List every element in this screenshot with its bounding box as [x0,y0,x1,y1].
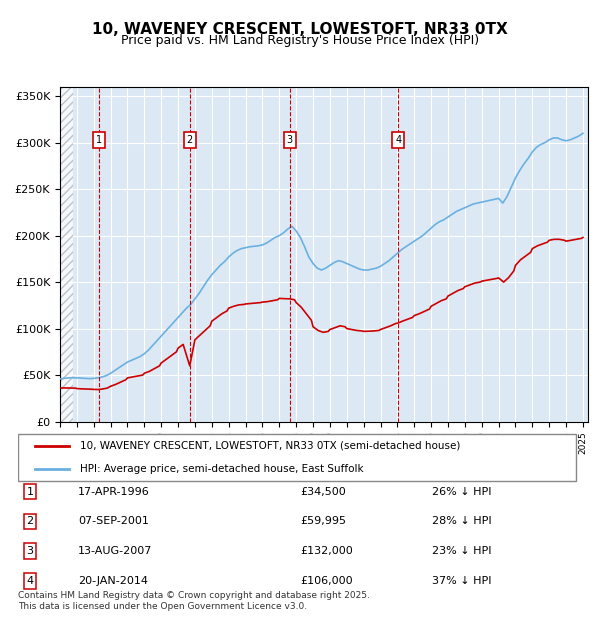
Text: 37% ↓ HPI: 37% ↓ HPI [432,576,491,586]
Text: £34,500: £34,500 [300,487,346,497]
Text: 3: 3 [26,546,34,556]
Text: 3: 3 [287,135,293,145]
Text: 17-APR-1996: 17-APR-1996 [78,487,150,497]
Text: 2: 2 [187,135,193,145]
Text: 4: 4 [395,135,401,145]
Text: HPI: Average price, semi-detached house, East Suffolk: HPI: Average price, semi-detached house,… [80,464,364,474]
Text: 28% ↓ HPI: 28% ↓ HPI [432,516,491,526]
Text: 07-SEP-2001: 07-SEP-2001 [78,516,149,526]
Text: 13-AUG-2007: 13-AUG-2007 [78,546,152,556]
Text: £106,000: £106,000 [300,576,353,586]
Text: 2: 2 [26,516,34,526]
Text: 20-JAN-2014: 20-JAN-2014 [78,576,148,586]
Text: Price paid vs. HM Land Registry's House Price Index (HPI): Price paid vs. HM Land Registry's House … [121,34,479,47]
Text: Contains HM Land Registry data © Crown copyright and database right 2025.
This d: Contains HM Land Registry data © Crown c… [18,591,370,611]
Text: £59,995: £59,995 [300,516,346,526]
Text: 1: 1 [26,487,34,497]
Text: 10, WAVENEY CRESCENT, LOWESTOFT, NR33 0TX (semi-detached house): 10, WAVENEY CRESCENT, LOWESTOFT, NR33 0T… [80,441,460,451]
Text: 26% ↓ HPI: 26% ↓ HPI [432,487,491,497]
Text: £132,000: £132,000 [300,546,353,556]
Text: 23% ↓ HPI: 23% ↓ HPI [432,546,491,556]
Text: 1: 1 [95,135,101,145]
Text: 4: 4 [26,576,34,586]
FancyBboxPatch shape [18,434,577,482]
Text: 10, WAVENEY CRESCENT, LOWESTOFT, NR33 0TX: 10, WAVENEY CRESCENT, LOWESTOFT, NR33 0T… [92,22,508,37]
